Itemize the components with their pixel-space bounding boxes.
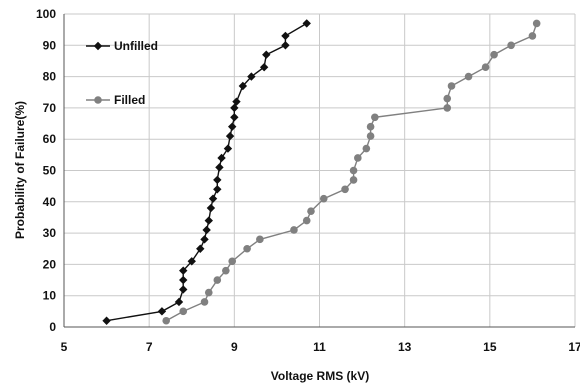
unfilled-data-point — [213, 175, 222, 185]
unfilled-data-point — [238, 81, 248, 91]
legend-swatch-marker — [93, 41, 103, 51]
legend-swatch-marker — [94, 96, 102, 104]
unfilled-data-point — [281, 31, 290, 41]
unfilled-data-point — [259, 63, 269, 72]
filled-data-point — [243, 244, 251, 253]
y-tick-label: 80 — [43, 70, 57, 84]
unfilled-data-point — [179, 285, 188, 294]
unfilled-data-point — [102, 316, 111, 325]
y-tick-label: 70 — [43, 101, 57, 115]
unfilled-data-point — [179, 266, 188, 275]
unfilled-data-point — [208, 194, 218, 203]
filled-data-point — [354, 154, 362, 162]
legend-label: Unfilled — [114, 39, 158, 53]
unfilled-data-point — [200, 235, 209, 244]
y-tick-label: 90 — [43, 38, 57, 52]
x-tick-label: 9 — [231, 340, 238, 354]
filled-series — [162, 19, 541, 325]
filled-data-point — [349, 166, 358, 175]
filled-data-point — [302, 216, 311, 225]
unfilled-data-point — [262, 50, 271, 59]
y-tick-label: 10 — [43, 289, 57, 303]
unfilled-data-point — [223, 144, 233, 153]
filled-data-point — [162, 316, 170, 325]
unfilled-data-point — [302, 19, 311, 28]
x-tick-label: 11 — [313, 340, 326, 354]
x-tick-label: 15 — [483, 340, 497, 354]
unfilled-data-point — [247, 72, 256, 81]
x-tick-label: 17 — [568, 340, 580, 354]
filled-data-point — [507, 41, 515, 50]
filled-data-point — [464, 72, 473, 81]
filled-data-point — [528, 32, 537, 40]
unfilled-data-point — [179, 275, 188, 285]
unfilled-data-point — [230, 113, 239, 122]
filled-data-point — [179, 307, 188, 316]
filled-data-point — [490, 50, 498, 59]
tick-labels: 0 10 20 30 40 50 60 70 80 90 100 5 7 9 11 13 15 17 — [36, 7, 580, 354]
filled-data-point — [290, 226, 298, 234]
unfilled-data-point — [187, 257, 196, 266]
unfilled-data-point — [206, 203, 216, 213]
filled-data-point — [341, 185, 349, 194]
filled-data-point — [213, 276, 222, 284]
filled-data-point — [256, 235, 264, 244]
unfilled-data-point — [230, 103, 239, 113]
legend: Unfilled Filled — [86, 39, 158, 107]
filled-data-point — [362, 144, 371, 153]
unfilled-data-point — [225, 131, 235, 141]
y-tick-label: 20 — [43, 257, 57, 271]
filled-data-point — [222, 266, 230, 275]
unfilled-data-point — [232, 97, 241, 106]
unfilled-series-line — [106, 22, 308, 322]
unfilled-data-point — [202, 225, 211, 235]
filled-data-point — [481, 63, 490, 72]
unfilled-series — [102, 19, 311, 325]
x-tick-label: 5 — [61, 340, 68, 354]
y-tick-label: 60 — [43, 132, 57, 146]
filled-data-point — [447, 82, 456, 90]
filled-data-point — [200, 298, 209, 306]
y-tick-label: 30 — [43, 226, 57, 240]
legend-item-filled: Filled — [86, 93, 145, 107]
filled-data-point — [366, 122, 375, 131]
x-tick-label: 7 — [146, 340, 153, 354]
x-tick-label: 13 — [398, 340, 412, 354]
unfilled-data-point — [228, 122, 237, 131]
unfilled-data-point — [174, 297, 184, 307]
filled-data-point — [366, 132, 375, 140]
unfilled-data-point — [215, 163, 224, 172]
filled-data-point — [228, 257, 237, 266]
legend-item-unfilled: Unfilled — [86, 39, 158, 53]
filled-data-point — [443, 104, 452, 112]
unfilled-data-point — [281, 41, 290, 50]
y-axis-title: Probability of Failure(%) — [13, 101, 27, 239]
filled-data-point — [204, 288, 213, 297]
unfilled-data-point — [213, 185, 222, 194]
grid-lines — [63, 13, 576, 328]
unfilled-data-point — [217, 153, 226, 163]
unfilled-data-point — [157, 307, 167, 316]
filled-data-point — [349, 176, 358, 184]
filled-data-point — [307, 207, 315, 215]
x-axis-title: Voltage RMS (kV) — [271, 369, 369, 383]
filled-data-point — [443, 94, 452, 103]
filled-data-point — [319, 194, 328, 203]
unfilled-data-point — [196, 244, 205, 253]
y-tick-label: 0 — [49, 320, 56, 334]
filled-data-point — [532, 19, 541, 28]
series — [102, 19, 541, 325]
filled-data-point — [371, 113, 379, 122]
y-tick-label: 100 — [36, 7, 56, 21]
y-tick-label: 40 — [43, 195, 57, 209]
y-tick-label: 50 — [43, 164, 57, 178]
axes — [63, 14, 575, 328]
legend-label: Filled — [114, 93, 145, 107]
unfilled-data-point — [204, 216, 213, 225]
